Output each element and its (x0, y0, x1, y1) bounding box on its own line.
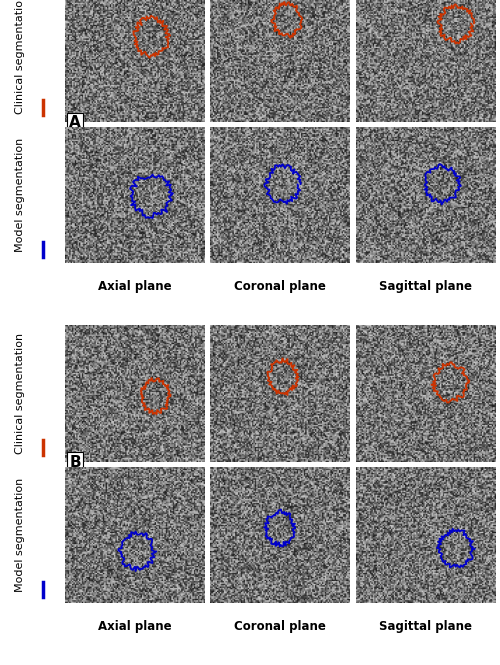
Text: Model segmentation: Model segmentation (15, 138, 25, 252)
Text: Coronal plane: Coronal plane (234, 620, 326, 633)
Text: Sagittal plane: Sagittal plane (379, 620, 472, 633)
Text: Axial plane: Axial plane (98, 620, 172, 633)
Text: Axial plane: Axial plane (98, 280, 172, 293)
Text: Sagittal plane: Sagittal plane (379, 280, 472, 293)
Text: Clinical segmentation: Clinical segmentation (15, 0, 25, 114)
Text: B: B (69, 455, 81, 469)
Text: A: A (69, 115, 81, 130)
Text: Clinical segmentation: Clinical segmentation (15, 332, 25, 454)
Text: Model segmentation: Model segmentation (15, 478, 25, 592)
Text: Coronal plane: Coronal plane (234, 280, 326, 293)
